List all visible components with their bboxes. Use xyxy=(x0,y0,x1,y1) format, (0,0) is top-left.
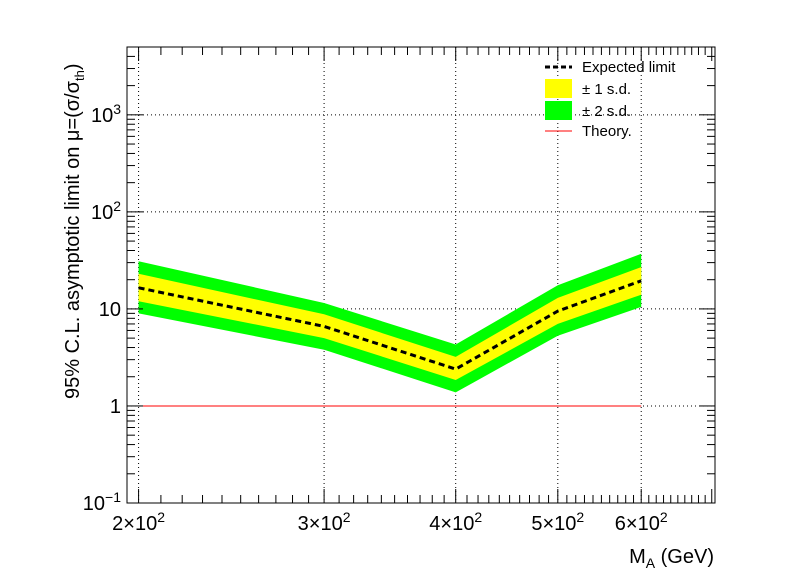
x-tick-exponent: 2 xyxy=(576,509,584,525)
y-tick-label-1: 1 xyxy=(110,396,121,418)
x-tick-label-1: 3×102 xyxy=(298,509,351,535)
band-1sd xyxy=(138,267,642,380)
y-tick-mantissa: 10 xyxy=(83,493,105,515)
expected-limit-line xyxy=(138,279,642,371)
x-tick-label-4: 6×102 xyxy=(615,509,668,535)
tick-layer xyxy=(127,46,715,504)
legend: Expected limit ± 1 s.d. ± 2 s.d. Theory. xyxy=(545,59,676,140)
y-tick-mantissa: 1 xyxy=(110,396,121,418)
expected-layer xyxy=(138,279,642,371)
band-1sd-layer xyxy=(138,267,642,380)
x-tick-mantissa: 2×10 xyxy=(112,513,157,535)
y-axis-title: 95% C.L. asymptotic limit on μ=(σ/σth) xyxy=(62,64,87,400)
legend-1sd-swatch xyxy=(545,79,572,98)
x-tick-exponent: 2 xyxy=(660,509,668,525)
x-tick-mantissa: 6×10 xyxy=(615,513,660,535)
x-tick-label-2: 4×102 xyxy=(429,509,482,535)
x-tick-exponent: 2 xyxy=(157,509,165,525)
x-tick-mantissa: 3×10 xyxy=(298,513,343,535)
x-tick-exponent: 2 xyxy=(343,509,351,525)
x-tick-label-3: 5×102 xyxy=(531,509,584,535)
y-tick-mantissa: 10 xyxy=(91,202,113,224)
legend-2sd-label: ± 2 s.d. xyxy=(582,103,631,120)
y-tick-label-3: 102 xyxy=(91,198,121,224)
y-tick-mantissa: 10 xyxy=(99,299,121,321)
y-tick-label-2: 10 xyxy=(99,299,121,321)
plot-frame xyxy=(126,46,716,504)
y-tick-exponent: 3 xyxy=(113,101,121,117)
x-axis-title: MA (GeV) xyxy=(629,546,714,571)
grid-layer xyxy=(127,47,715,504)
band-2sd xyxy=(138,253,642,393)
y-tick-mantissa: 10 xyxy=(91,105,113,127)
y-tick-exponent: 2 xyxy=(113,198,121,214)
y-tick-label-4: 103 xyxy=(91,101,121,127)
x-tick-mantissa: 5×10 xyxy=(531,513,576,535)
legend-2sd-swatch xyxy=(545,101,572,120)
legend-theory-label: Theory. xyxy=(582,123,632,140)
x-tick-mantissa: 4×10 xyxy=(429,513,474,535)
band-2sd-layer xyxy=(138,253,642,393)
legend-1sd-label: ± 1 s.d. xyxy=(582,81,631,98)
y-tick-label-0: 10−1 xyxy=(83,489,121,515)
x-tick-labels: 2×102 3×102 4×102 5×102 6×102 xyxy=(112,509,668,535)
legend-expected-label: Expected limit xyxy=(582,59,676,76)
x-tick-exponent: 2 xyxy=(474,509,482,525)
y-tick-exponent: −1 xyxy=(105,489,121,505)
x-tick-label-0: 2×102 xyxy=(112,509,165,535)
